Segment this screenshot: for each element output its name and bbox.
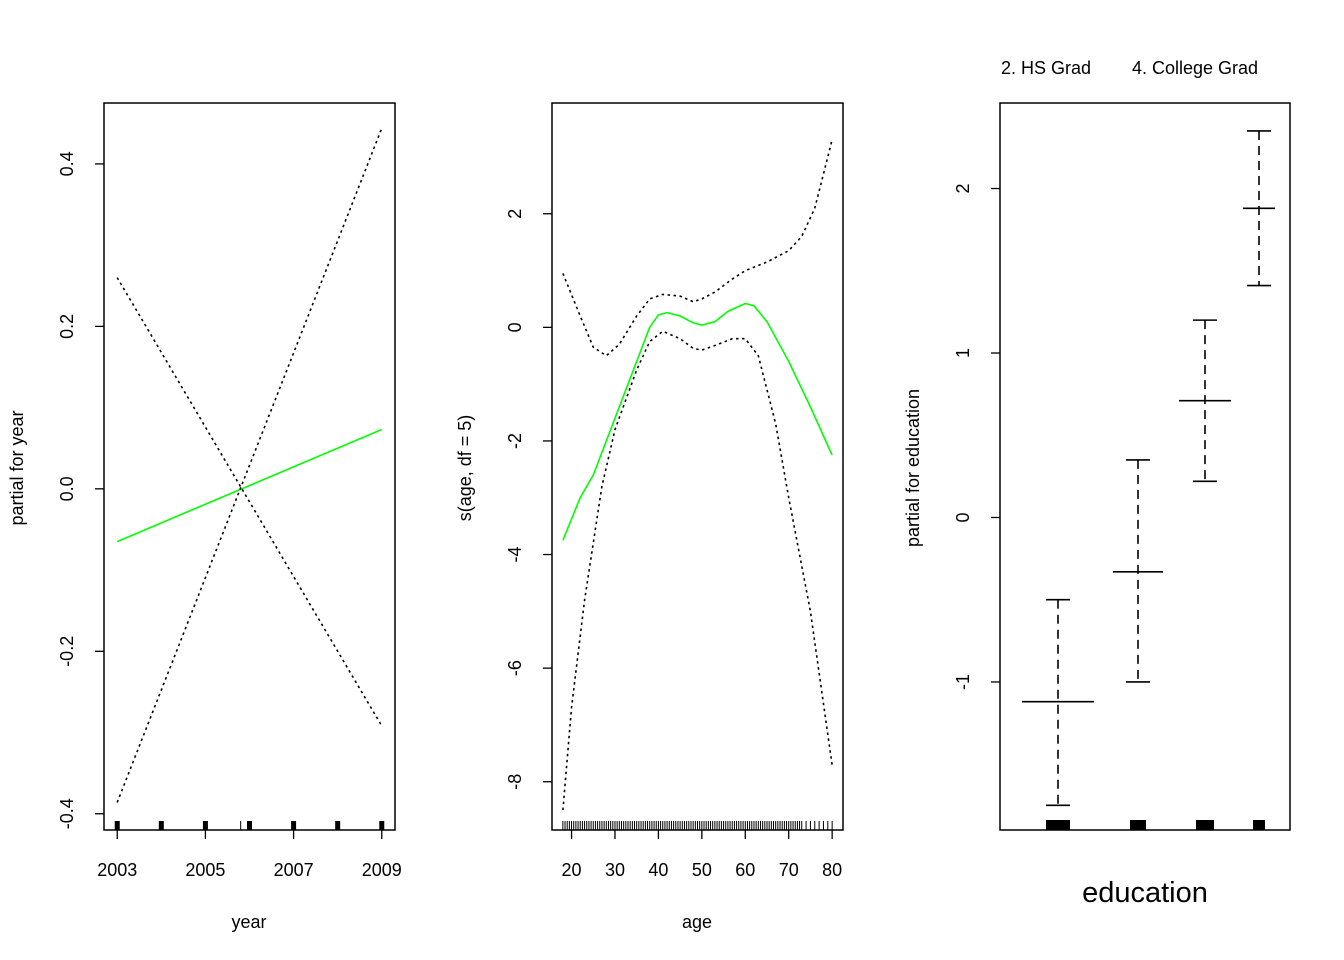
y-tick-label: 1 [953,348,973,358]
panel-year: 2003 2005 2007 2009 -0.4 -0.2 0.0 0.2 0.4 [57,102,402,880]
x-tick-label: 80 [822,860,842,880]
y-axis-label-age: s(age, df = 5) [455,415,475,522]
x-tick-label: 60 [735,860,755,880]
lower-band-line [116,127,383,803]
y-axis-label-year: partial for year [7,410,27,525]
rug-block [1196,820,1214,830]
y-tick-label: 0.4 [57,151,77,176]
y-tick-label: -4 [505,547,525,563]
y-tick-label: -0.4 [57,798,77,829]
fit-line [116,428,383,543]
panel-education: -1 0 1 2 [953,102,1291,831]
y-tick-label: -6 [505,660,525,676]
y-tick-label: -0.2 [57,636,77,667]
x-tick-label: 70 [779,860,799,880]
y-tick-label: 0 [505,322,525,332]
rug-block [1253,820,1265,830]
y-tick-label: 0 [953,512,973,522]
x-tick-label: 2009 [362,860,402,880]
x-tick-label: 2005 [185,860,225,880]
top-label-college-grad: 4. College Grad [1132,58,1258,78]
x-tick-label: 2003 [97,860,137,880]
y-axis-label-education: partial for education [903,389,923,547]
y-tick-label: 2 [953,184,973,194]
y-tick-label: 0.0 [57,476,77,501]
plot-frame [551,102,844,831]
top-label-hs-grad: 2. HS Grad [1001,58,1091,78]
plot-frame [999,102,1291,831]
x-tick-label: 40 [648,860,668,880]
x-tick-label: 30 [605,860,625,880]
y-tick-label: 0.2 [57,314,77,339]
x-axis-label-year: year [231,912,266,932]
fit-line [562,302,833,541]
y-tick-label: -1 [953,674,973,690]
x-tick-label: 2007 [274,860,314,880]
rug-block [1130,820,1146,830]
y-tick-label: -2 [505,433,525,449]
panel-age: 20 30 40 50 60 70 80 -8 -6 -4 -2 0 2 [505,102,844,880]
x-tick-label: 20 [562,860,582,880]
y-tick-label: 2 [505,209,525,219]
y-tick-label: -8 [505,774,525,790]
rug-block [1046,820,1070,830]
lower-band-line [562,330,833,811]
upper-band-line [116,277,383,727]
x-axis-label-age: age [682,912,712,932]
x-tick-label: 50 [692,860,712,880]
x-axis-label-education: education [1082,877,1208,909]
